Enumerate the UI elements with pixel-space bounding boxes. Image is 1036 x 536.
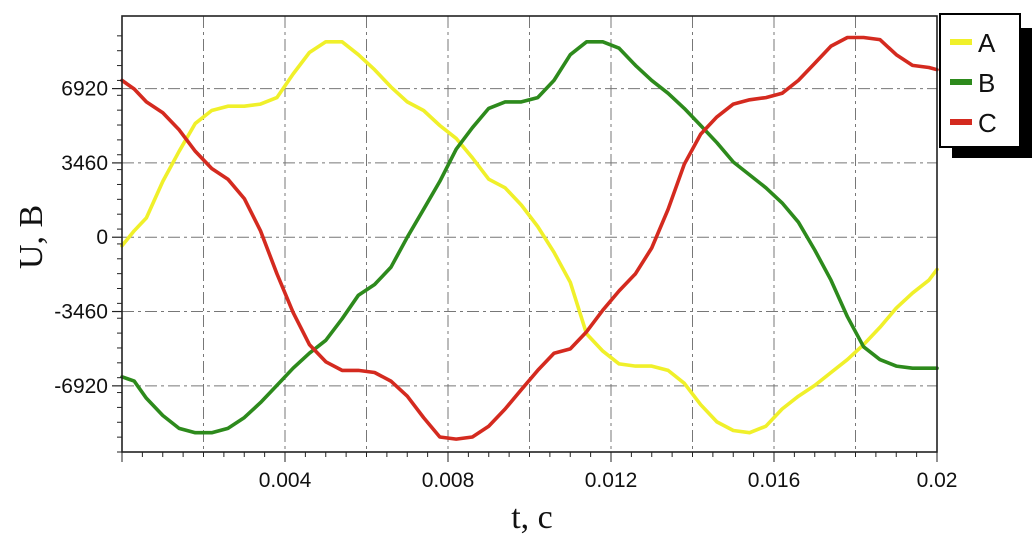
legend-label-b: B: [978, 68, 995, 98]
series-line-c: [120, 35, 939, 441]
x-tick-label: 0.004: [259, 469, 312, 492]
x-axis-title: t, c: [511, 499, 553, 536]
y-axis-title: U, B: [13, 205, 50, 269]
x-tick-label: 0.012: [585, 469, 638, 492]
y-tick-label: 3460: [61, 152, 108, 175]
axis-ticks: 6920 3460 0 -3460 -6920 0.004 0.008 0.012 0.016 0…: [54, 35, 958, 492]
legend-label-a: A: [978, 28, 996, 58]
x-tick-label: 0.02: [917, 469, 958, 492]
grid: [122, 16, 937, 452]
series-line-a: [120, 39, 939, 435]
x-tick-label: 0.008: [422, 469, 475, 492]
series-group: [120, 35, 939, 441]
legend: ABC: [939, 13, 1032, 158]
x-tick-label: 0.016: [748, 469, 801, 492]
y-tick-label: -6920: [54, 375, 108, 398]
series-line-b: [120, 39, 939, 435]
legend-label-c: C: [978, 108, 997, 138]
y-tick-label: -3460: [54, 301, 108, 324]
y-tick-label: 0: [96, 226, 108, 249]
y-tick-label: 6920: [61, 78, 108, 101]
